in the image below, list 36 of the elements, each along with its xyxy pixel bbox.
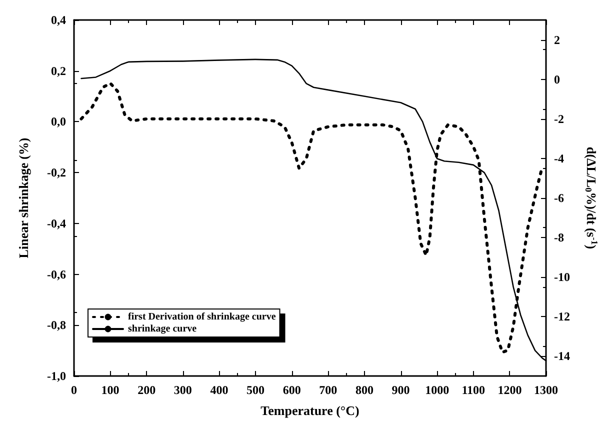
x-tick-label: 300: [174, 383, 192, 397]
legend-label: shrinkage curve: [128, 324, 198, 334]
x-tick-label: 600: [282, 383, 301, 397]
x-tick-label: 100: [101, 383, 120, 397]
x-tick-label: 1200: [498, 383, 522, 397]
y-tick-label: 0,0: [51, 114, 66, 129]
y2-tick-label: -4: [554, 151, 564, 166]
legend-label: first Derivation of shrinkage curve: [128, 312, 276, 322]
y-tick-label: -0,6: [47, 267, 66, 282]
x-tick-label: 500: [246, 383, 265, 397]
y-tick-label: -1,0: [47, 369, 66, 383]
y-tick-label: -0,4: [47, 216, 66, 230]
y2-tick-label: -14: [554, 349, 570, 364]
y2-tick-label: 0: [554, 72, 560, 86]
y-tick-label: -0,2: [47, 166, 66, 180]
y-tick-label: -0,8: [47, 318, 66, 332]
x-tick-label: 900: [392, 383, 410, 397]
y2-tick-label: 2: [554, 32, 560, 47]
y2-tick-label: -12: [554, 310, 570, 324]
x-tick-label: 400: [210, 383, 228, 397]
x-tick-label: 1000: [425, 383, 450, 397]
x-tick-label: 700: [319, 383, 338, 397]
x-axis-title: Temperature (°C): [260, 403, 360, 418]
y-tick-label: 0,2: [51, 64, 66, 78]
x-tick-label: 0: [71, 383, 77, 397]
x-tick-label: 1300: [534, 383, 558, 397]
x-tick-label: 800: [355, 383, 374, 397]
y2-axis-title: d(ΔL/L0%)/dt (s-1): [584, 146, 600, 250]
x-tick-label: 200: [138, 383, 156, 397]
y2-tick-label: -6: [554, 191, 564, 205]
y-axis-title: Linear shrinkage (%): [16, 138, 31, 258]
x-tick-label: 1100: [462, 383, 486, 397]
y2-tick-label: -10: [554, 270, 570, 284]
y2-tick-label: -8: [554, 230, 564, 245]
y2-tick-label: -2: [554, 112, 564, 126]
y-tick-label: 0,4: [51, 13, 66, 27]
